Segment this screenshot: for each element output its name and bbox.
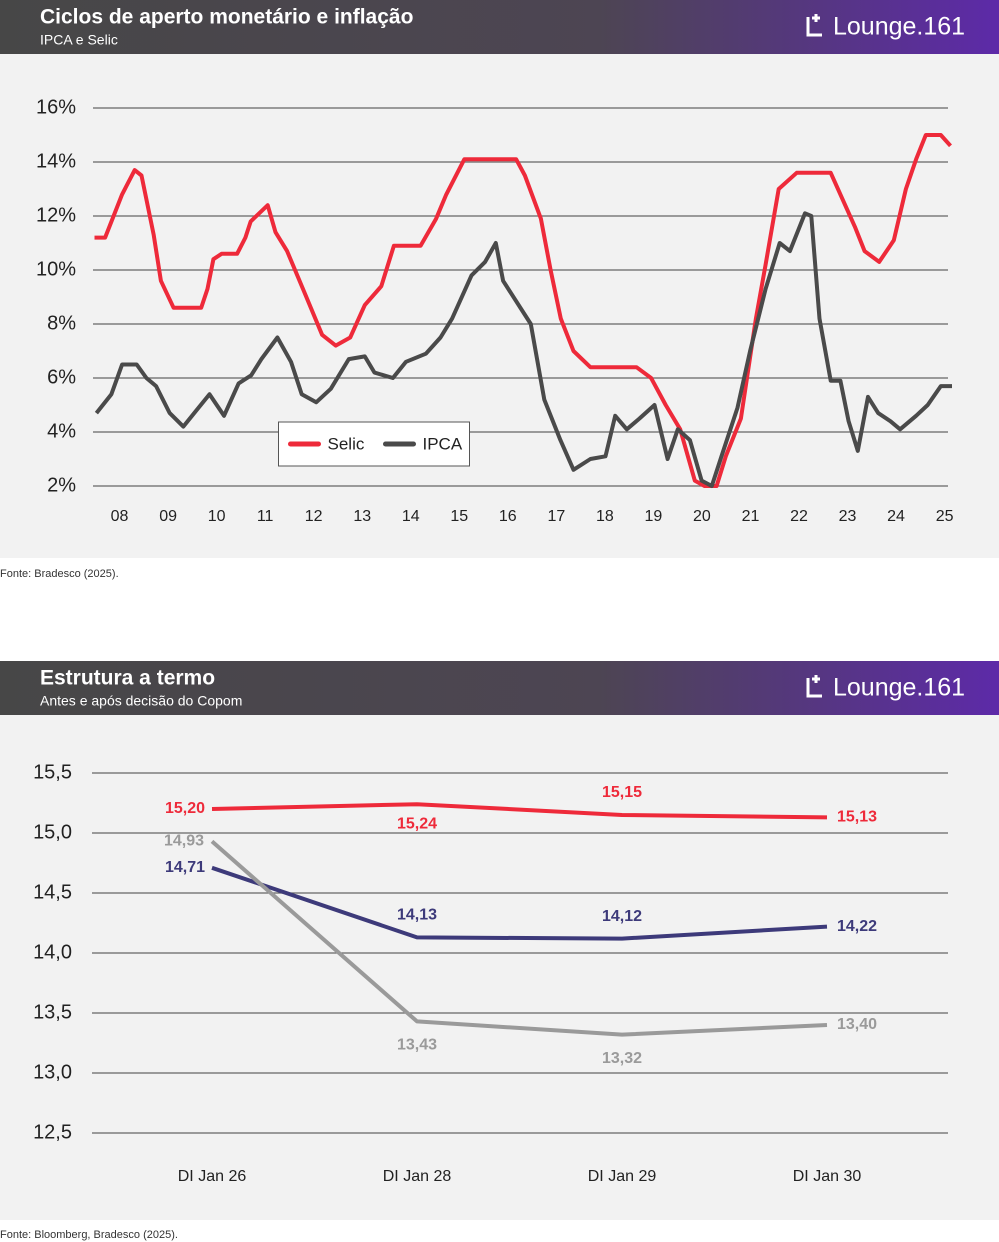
header-bar <box>0 661 999 715</box>
y-tick-label: 2% <box>47 474 76 496</box>
series-line <box>94 211 952 488</box>
data-label: 15,13 <box>837 809 877 826</box>
brand-logo: Lounge.161 <box>833 674 965 702</box>
legend-label: IPCA <box>423 434 463 453</box>
x-tick-label: 24 <box>887 508 905 525</box>
x-tick-label: 10 <box>208 508 226 525</box>
x-tick-label: 18 <box>596 508 614 525</box>
x-tick-label: 09 <box>159 508 177 525</box>
x-tick-label: 15 <box>450 508 468 525</box>
data-label: 13,32 <box>602 1050 642 1067</box>
data-label: 13,40 <box>837 1016 877 1033</box>
x-tick-label: DI Jan 26 <box>178 1168 247 1185</box>
y-tick-label: 15,0 <box>33 821 72 843</box>
chart-subtitle: IPCA e Selic <box>40 32 118 48</box>
chart-title: Estrutura a termo <box>40 667 215 690</box>
brand-icon <box>806 675 822 698</box>
y-tick-label: 12% <box>36 204 76 226</box>
y-tick-label: 13,0 <box>33 1061 72 1083</box>
chart-title: Ciclos de aperto monetário e inflação <box>40 6 413 29</box>
x-tick-label: DI Jan 28 <box>383 1168 452 1185</box>
x-tick-label: DI Jan 29 <box>588 1168 657 1185</box>
y-tick-label: 15,5 <box>33 761 72 783</box>
brand-logo: Lounge.161 <box>833 13 965 41</box>
x-tick-label: 20 <box>693 508 711 525</box>
data-label: 14,93 <box>164 833 204 850</box>
x-tick-label: 08 <box>111 508 129 525</box>
brand-icon <box>806 14 822 37</box>
source-note: Fonte: Bradesco (2025). <box>0 568 119 580</box>
y-tick-label: 4% <box>47 420 76 442</box>
series-line <box>211 802 828 820</box>
data-label: 15,20 <box>165 800 205 817</box>
chart-subtitle: Antes e após decisão do Copom <box>40 693 242 709</box>
chart-background <box>0 54 999 558</box>
y-tick-label: 14,5 <box>33 881 72 903</box>
x-tick-label: 13 <box>353 508 371 525</box>
data-label: 14,71 <box>165 859 205 876</box>
y-tick-label: 14% <box>36 150 76 172</box>
x-tick-label: DI Jan 30 <box>793 1168 862 1185</box>
data-label: 14,13 <box>397 907 437 924</box>
x-tick-label: 25 <box>936 508 954 525</box>
x-tick-label: 11 <box>257 508 274 525</box>
x-tick-label: 19 <box>645 508 663 525</box>
chart-background <box>0 715 999 1220</box>
x-tick-label: 21 <box>742 508 760 525</box>
header-bar <box>0 0 999 54</box>
y-tick-label: 13,5 <box>33 1001 72 1023</box>
y-tick-label: 10% <box>36 258 76 280</box>
series-line <box>94 133 952 488</box>
y-tick-label: 12,5 <box>33 1121 72 1143</box>
x-tick-label: 22 <box>790 508 808 525</box>
x-tick-label: 12 <box>305 508 323 525</box>
y-tick-label: 6% <box>47 366 76 388</box>
source-note: Fonte: Bloomberg, Bradesco (2025). <box>0 1229 178 1241</box>
y-tick-label: 16% <box>36 96 76 118</box>
data-label: 15,15 <box>602 784 642 801</box>
x-tick-label: 17 <box>547 508 565 525</box>
x-tick-label: 14 <box>402 508 420 525</box>
y-tick-label: 8% <box>47 312 76 334</box>
legend-label: Selic <box>328 434 365 453</box>
series-line <box>211 865 828 941</box>
data-label: 15,24 <box>397 815 437 832</box>
data-label: 14,22 <box>837 918 877 935</box>
y-tick-label: 14,0 <box>33 941 72 963</box>
x-tick-label: 23 <box>839 508 857 525</box>
series-line <box>210 839 828 1037</box>
x-tick-label: 16 <box>499 508 517 525</box>
data-label: 14,12 <box>602 908 642 925</box>
data-label: 13,43 <box>397 1037 437 1054</box>
